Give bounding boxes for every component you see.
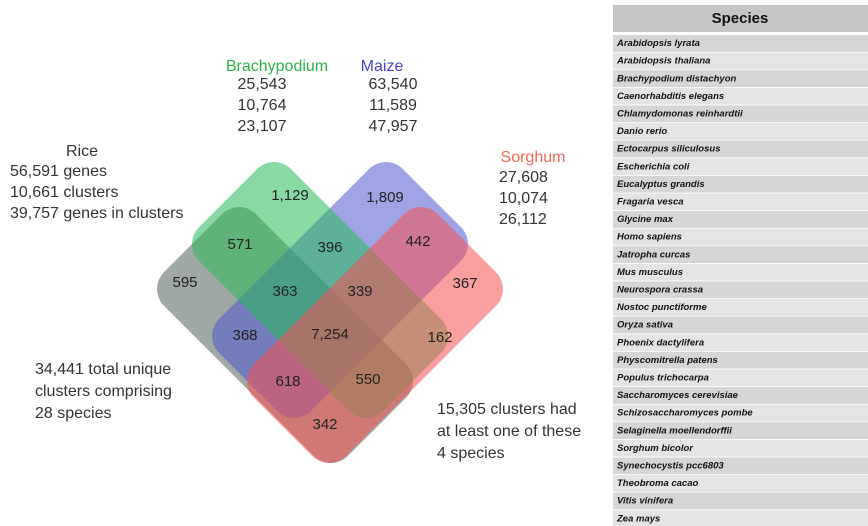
set-name: Maize bbox=[361, 58, 404, 75]
table-row-bg bbox=[613, 228, 868, 246]
region-count: 595 bbox=[172, 274, 197, 291]
table-header-bg bbox=[613, 5, 868, 32]
table-row-bg bbox=[613, 387, 868, 404]
set-count: 11,589 bbox=[369, 97, 417, 114]
set-count: 47,957 bbox=[369, 118, 418, 135]
species-name: Caenorhabditis elegans bbox=[617, 91, 724, 102]
table-row-bg bbox=[613, 158, 868, 175]
species-name: Phoenix dactylifera bbox=[617, 337, 704, 348]
table-row-bg bbox=[613, 369, 868, 387]
species-name: Ectocarpus siliculosus bbox=[617, 144, 720, 155]
table-row-bg bbox=[613, 510, 868, 526]
table-row-bg bbox=[613, 175, 868, 193]
table-row-bg bbox=[613, 123, 868, 140]
table-row-bg bbox=[613, 193, 868, 211]
set-count: 27,608 bbox=[499, 169, 548, 186]
species-name: Schizosaccharomyces pombe bbox=[617, 408, 753, 419]
region-count: 367 bbox=[452, 275, 477, 292]
region-count: 1,809 bbox=[366, 189, 404, 206]
species-name: Homo sapiens bbox=[617, 232, 682, 243]
note-line: 15,305 clusters had bbox=[437, 401, 577, 418]
set-count: 23,107 bbox=[238, 118, 287, 135]
set-count: 10,661 clusters bbox=[10, 184, 119, 201]
species-name: Synechocystis pcc6803 bbox=[617, 461, 724, 472]
table-header: Species bbox=[712, 10, 769, 27]
table-row-bg bbox=[613, 422, 868, 439]
region-count: 162 bbox=[427, 329, 452, 346]
species-name: Arabidopsis lyrata bbox=[616, 38, 700, 49]
species-name: Oryza sativa bbox=[617, 320, 673, 331]
note-line: 4 species bbox=[437, 445, 505, 462]
species-name: Sorghum bicolor bbox=[617, 443, 694, 454]
set-count: 10,074 bbox=[499, 190, 548, 207]
table-row-bg bbox=[613, 299, 868, 316]
species-name: Physcomitrella patens bbox=[617, 355, 718, 366]
region-count: 368 bbox=[232, 327, 257, 344]
species-name: Mus musculus bbox=[617, 267, 683, 278]
table-row-bg bbox=[613, 35, 868, 52]
table-row-bg bbox=[613, 52, 868, 70]
species-name: Selaginella moellendorffii bbox=[617, 425, 732, 436]
species-name: Eucalyptus grandis bbox=[617, 179, 705, 190]
table-row-bg bbox=[613, 316, 868, 334]
set-count: 10,764 bbox=[238, 97, 287, 114]
species-name: Chlamydomonas reinhardtii bbox=[617, 109, 743, 120]
species-name: Fragaria vesca bbox=[617, 197, 684, 208]
species-name: Arabidopsis thaliana bbox=[616, 56, 710, 67]
note-line: 28 species bbox=[35, 405, 112, 422]
species-name: Escherichia coli bbox=[617, 161, 690, 172]
species-name: Jatropha curcas bbox=[617, 249, 690, 260]
region-count: 618 bbox=[275, 373, 300, 390]
table-row-bg bbox=[613, 475, 868, 492]
region-count: 342 bbox=[312, 416, 337, 433]
set-name: Sorghum bbox=[501, 149, 566, 166]
set-count: 25,543 bbox=[238, 76, 287, 93]
note-line: clusters comprising bbox=[35, 383, 172, 400]
species-name: Saccharomyces cerevisiae bbox=[617, 390, 739, 401]
note-line: 34,441 total unique bbox=[35, 361, 171, 378]
table-row-bg bbox=[613, 457, 868, 475]
species-name: Nostoc punctiforme bbox=[617, 302, 707, 313]
region-count: 7,254 bbox=[311, 326, 349, 343]
set-count: 39,757 genes in clusters bbox=[10, 205, 183, 222]
table-row-bg bbox=[613, 105, 868, 123]
table-row-bg bbox=[613, 404, 868, 422]
region-count: 442 bbox=[405, 233, 430, 250]
species-name: Neurospora crassa bbox=[617, 285, 703, 296]
table-row-bg bbox=[613, 246, 868, 263]
table-row-bg bbox=[613, 351, 868, 369]
table-row-bg bbox=[613, 334, 868, 351]
table-row-bg bbox=[613, 70, 868, 87]
sorghum-set bbox=[247, 207, 503, 463]
table-row-bg bbox=[613, 439, 868, 457]
set-count: 26,112 bbox=[499, 211, 547, 228]
species-name: Vitis vinifera bbox=[617, 496, 673, 507]
species-name: Danio rerio bbox=[617, 126, 667, 137]
region-count: 396 bbox=[317, 239, 342, 256]
table-row-bg bbox=[613, 281, 868, 299]
species-name: Populus trichocarpa bbox=[617, 373, 709, 384]
set-count: 56,591 genes bbox=[10, 163, 107, 180]
set-name: Brachypodium bbox=[226, 58, 328, 75]
region-count: 550 bbox=[355, 371, 380, 388]
table-row-bg bbox=[613, 140, 868, 158]
species-name: Theobroma cacao bbox=[617, 478, 698, 489]
region-count: 571 bbox=[227, 236, 252, 253]
species-name: Brachypodium distachyon bbox=[617, 73, 736, 84]
table-row-bg bbox=[613, 211, 868, 228]
region-count: 1,129 bbox=[271, 187, 309, 204]
species-name: Zea mays bbox=[616, 513, 660, 524]
venn-shapes bbox=[157, 162, 503, 463]
set-count: 63,540 bbox=[369, 76, 418, 93]
region-count: 339 bbox=[347, 283, 372, 300]
table-row-bg bbox=[613, 263, 868, 281]
note-line: at least one of these bbox=[437, 423, 581, 440]
region-count: 363 bbox=[272, 283, 297, 300]
set-name: Rice bbox=[66, 143, 98, 160]
species-name: Glycine max bbox=[617, 214, 674, 225]
table-row-bg bbox=[613, 87, 868, 105]
table-row-bg bbox=[613, 492, 868, 510]
